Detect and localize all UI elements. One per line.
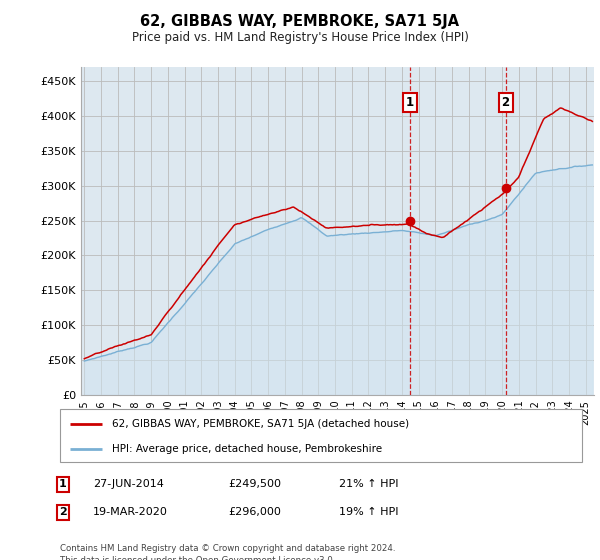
FancyBboxPatch shape	[60, 409, 582, 462]
Text: Price paid vs. HM Land Registry's House Price Index (HPI): Price paid vs. HM Land Registry's House …	[131, 31, 469, 44]
Text: 1: 1	[59, 479, 67, 489]
Text: 62, GIBBAS WAY, PEMBROKE, SA71 5JA: 62, GIBBAS WAY, PEMBROKE, SA71 5JA	[140, 14, 460, 29]
Text: HPI: Average price, detached house, Pembrokeshire: HPI: Average price, detached house, Pemb…	[112, 444, 382, 454]
Text: 19% ↑ HPI: 19% ↑ HPI	[339, 507, 398, 517]
Text: 21% ↑ HPI: 21% ↑ HPI	[339, 479, 398, 489]
Text: 19-MAR-2020: 19-MAR-2020	[93, 507, 168, 517]
Text: 1: 1	[406, 96, 414, 109]
Text: 2: 2	[502, 96, 509, 109]
Text: Contains HM Land Registry data © Crown copyright and database right 2024.
This d: Contains HM Land Registry data © Crown c…	[60, 544, 395, 560]
Text: 27-JUN-2014: 27-JUN-2014	[93, 479, 164, 489]
Text: £249,500: £249,500	[228, 479, 281, 489]
Text: 62, GIBBAS WAY, PEMBROKE, SA71 5JA (detached house): 62, GIBBAS WAY, PEMBROKE, SA71 5JA (deta…	[112, 419, 409, 429]
Text: 2: 2	[59, 507, 67, 517]
Text: £296,000: £296,000	[228, 507, 281, 517]
